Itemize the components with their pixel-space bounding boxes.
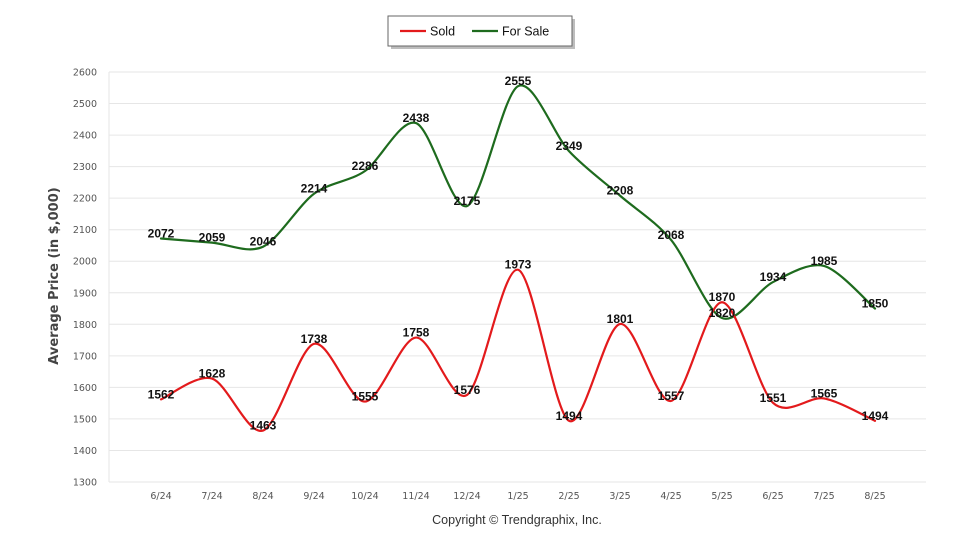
y-tick-label: 1500 xyxy=(73,414,97,425)
y-tick-label: 1300 xyxy=(73,478,97,489)
data-label-sold: 1557 xyxy=(658,389,685,403)
y-tick-label: 1600 xyxy=(73,383,97,394)
x-axis: 6/24 7/24 8/24 9/24 10/24 11/24 12/24 1/25 2/25 3… xyxy=(150,491,885,502)
data-label-for-sale: 2208 xyxy=(607,184,634,198)
data-label-sold: 1562 xyxy=(148,387,175,401)
data-label-sold: 1565 xyxy=(811,386,838,400)
data-label-sold: 1758 xyxy=(403,326,430,340)
data-label-for-sale: 1820 xyxy=(709,306,736,320)
data-label-for-sale: 1850 xyxy=(862,297,889,311)
x-tick-label: 5/25 xyxy=(711,491,732,502)
data-label-for-sale: 2214 xyxy=(301,182,328,196)
x-tick-label: 11/24 xyxy=(402,491,429,502)
y-tick-label: 2600 xyxy=(73,68,97,79)
legend-label-sold[interactable]: Sold xyxy=(430,25,455,39)
y-axis: 1300 1400 1500 1600 1700 1800 1900 2000 2100 2200… xyxy=(73,68,97,489)
data-label-sold: 1973 xyxy=(505,258,532,272)
x-tick-label: 1/25 xyxy=(507,491,528,502)
data-label-sold: 1801 xyxy=(607,312,634,326)
x-tick-label: 10/24 xyxy=(351,491,378,502)
data-label-sold: 1494 xyxy=(556,409,583,423)
legend[interactable]: Sold For Sale xyxy=(387,15,575,49)
y-tick-label: 2300 xyxy=(73,162,97,173)
plot-lines xyxy=(159,84,877,432)
series-line-sold xyxy=(159,268,877,432)
x-tick-label: 8/24 xyxy=(252,491,273,502)
data-label-for-sale: 2438 xyxy=(403,111,430,125)
legend-label-for-sale[interactable]: For Sale xyxy=(502,25,549,39)
grid xyxy=(108,71,926,483)
x-tick-label: 4/25 xyxy=(660,491,681,502)
data-labels: 1562 1628 1463 1738 1555 1758 1576 1973 1494 1801… xyxy=(148,74,889,432)
x-tick-label: 6/25 xyxy=(762,491,783,502)
data-label-for-sale: 2349 xyxy=(556,139,583,153)
y-tick-label: 1900 xyxy=(73,288,97,299)
data-label-for-sale: 2286 xyxy=(352,159,379,173)
data-label-for-sale: 1985 xyxy=(811,254,838,268)
x-tick-label: 2/25 xyxy=(558,491,579,502)
y-axis-label: Average Price (in $,000) xyxy=(47,187,62,364)
y-tick-label: 2400 xyxy=(73,131,97,142)
x-tick-label: 7/25 xyxy=(813,491,834,502)
y-tick-label: 1400 xyxy=(73,446,97,457)
copyright: Copyright © Trendgraphix, Inc. xyxy=(432,513,602,527)
x-tick-label: 9/24 xyxy=(303,491,324,502)
y-tick-label: 2100 xyxy=(73,225,97,236)
x-tick-label: 7/24 xyxy=(201,491,222,502)
data-label-sold: 1628 xyxy=(199,367,226,381)
data-label-for-sale: 2068 xyxy=(658,228,685,242)
data-label-sold: 1463 xyxy=(250,419,277,433)
data-label-for-sale: 2059 xyxy=(199,231,226,245)
x-tick-label: 12/24 xyxy=(453,491,480,502)
data-label-sold: 1551 xyxy=(760,391,787,405)
data-label-for-sale: 2175 xyxy=(454,194,481,208)
x-tick-label: 3/25 xyxy=(609,491,630,502)
data-label-sold: 1494 xyxy=(862,409,889,423)
data-label-for-sale: 2046 xyxy=(250,235,277,249)
y-tick-label: 1700 xyxy=(73,351,97,362)
y-tick-label: 1800 xyxy=(73,320,97,331)
y-tick-label: 2200 xyxy=(73,194,97,205)
data-label-for-sale: 2555 xyxy=(505,74,532,88)
data-label-sold: 1738 xyxy=(301,332,328,346)
y-tick-label: 2000 xyxy=(73,257,97,268)
data-label-for-sale: 2072 xyxy=(148,227,175,241)
y-tick-label: 2500 xyxy=(73,99,97,110)
x-tick-label: 8/25 xyxy=(864,491,885,502)
data-label-sold: 1576 xyxy=(454,383,481,397)
data-label-for-sale: 1934 xyxy=(760,270,787,284)
series-line-for-sale xyxy=(159,84,877,320)
x-tick-label: 6/24 xyxy=(150,491,171,502)
data-label-sold: 1870 xyxy=(709,290,736,304)
data-label-sold: 1555 xyxy=(352,390,379,404)
